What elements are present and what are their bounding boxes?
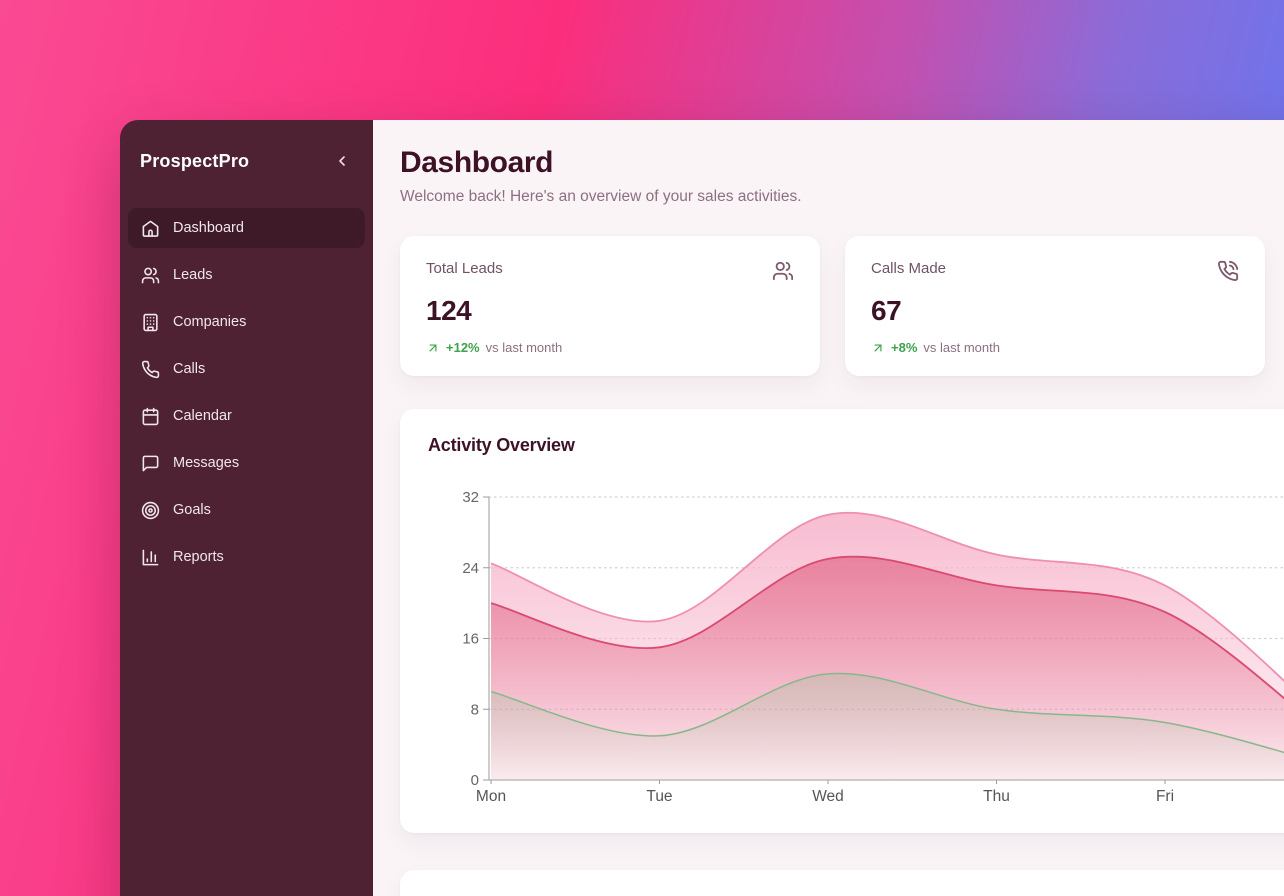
svg-text:32: 32 [462, 489, 479, 506]
sidebar-item-label: Goals [173, 502, 211, 518]
stat-change: +12% vs last month [426, 340, 794, 355]
sidebar: ProspectPro Dashboard Leads Companies Calls… [120, 120, 373, 896]
partial-card [400, 870, 1284, 896]
sidebar-item-label: Calls [173, 361, 206, 377]
page-title: Dashboard [400, 146, 554, 179]
phone-call-icon [1218, 260, 1239, 282]
calendar-icon-wrap [141, 407, 160, 426]
phone-icon-wrap [141, 360, 160, 379]
sidebar-nav: Dashboard Leads Companies Calls Calendar Mess… [120, 208, 373, 577]
stat-value: 67 [871, 295, 902, 326]
arrow-up-right-icon [429, 344, 437, 351]
message-square-icon-wrap [141, 454, 160, 473]
sidebar-item-label: Leads [173, 267, 213, 283]
svg-text:8: 8 [471, 701, 479, 718]
svg-text:Tue: Tue [646, 788, 672, 802]
sidebar-item-label: Companies [173, 314, 247, 330]
activity-overview-card: Activity Overview 0 8 16 24 32 Mon Tue Wed Thu Fr… [400, 409, 1284, 833]
phone-icon [141, 360, 160, 378]
stat-change-percent: +12% [446, 340, 480, 355]
trend-up-wrap [426, 341, 440, 355]
bar-chart-icon-wrap [141, 548, 160, 567]
sidebar-collapse-button[interactable] [331, 150, 353, 172]
line-band-light-pink [490, 511, 1284, 682]
stat-change-suffix: vs last month [485, 340, 563, 355]
sidebar-item-dashboard[interactable]: Dashboard [128, 208, 365, 248]
svg-text:0: 0 [471, 772, 479, 789]
stat-label: Total Leads [426, 260, 503, 277]
users-icon-wrap [772, 260, 794, 287]
sidebar-item-label: Messages [173, 455, 240, 471]
sidebar-header: ProspectPro [120, 120, 373, 172]
users-icon [141, 267, 160, 283]
home-icon [142, 220, 159, 237]
message-square-icon [142, 455, 159, 471]
home-icon-wrap [141, 219, 160, 238]
svg-text:24: 24 [462, 560, 479, 577]
page-subtitle: Welcome back! Here's an overview of your… [400, 188, 802, 205]
sidebar-item-reports[interactable]: Reports [128, 537, 365, 577]
sidebar-item-calls[interactable]: Calls [128, 349, 365, 389]
phone-call-icon-wrap [1217, 260, 1239, 287]
target-icon [141, 501, 160, 519]
sidebar-item-label: Dashboard [173, 220, 244, 236]
stat-label: Calls Made [871, 260, 947, 277]
svg-text:Fri: Fri [1156, 788, 1174, 802]
sidebar-item-label: Calendar [173, 408, 232, 424]
svg-text:16: 16 [462, 631, 479, 648]
stat-change: +8% vs last month [871, 340, 1239, 355]
chart-title: Activity Overview [428, 435, 575, 455]
brand-logo: ProspectPro [140, 150, 250, 171]
main-content: Dashboard Welcome back! Here's an overvi… [373, 120, 1284, 896]
stat-card-total-leads: Total Leads 124 +12% vs last month [400, 236, 820, 376]
stats-row: Total Leads 124 +12% vs last month Calls Mad… [400, 236, 1284, 376]
sidebar-item-companies[interactable]: Companies [128, 302, 365, 342]
stat-change-percent: +8% [891, 340, 918, 355]
svg-text:Mon: Mon [476, 788, 506, 802]
app-window: ProspectPro Dashboard Leads Companies Calls… [120, 120, 1284, 896]
svg-text:Wed: Wed [812, 788, 844, 802]
stat-value: 124 [426, 295, 472, 326]
users-icon [772, 261, 794, 281]
target-icon-wrap [141, 501, 160, 520]
sidebar-item-label: Reports [173, 549, 224, 565]
area-band-green [491, 673, 1284, 780]
arrow-up-right-icon [874, 344, 882, 351]
building-icon-wrap [141, 313, 160, 332]
bar-chart-icon [142, 549, 159, 565]
sidebar-item-messages[interactable]: Messages [128, 443, 365, 483]
activity-chart[interactable]: 08162432MonTueWedThuFriSat [428, 480, 1284, 802]
stat-change-suffix: vs last month [923, 340, 1000, 355]
trend-up-wrap [871, 341, 885, 355]
users-icon-wrap [141, 266, 160, 285]
building-icon [143, 313, 158, 331]
svg-text:Thu: Thu [983, 788, 1010, 802]
sidebar-item-calendar[interactable]: Calendar [128, 396, 365, 436]
calendar-icon [142, 407, 159, 425]
line-band-green [490, 672, 1284, 754]
sidebar-item-leads[interactable]: Leads [128, 255, 365, 295]
chevron-left-icon [339, 156, 345, 166]
stat-card-calls-made: Calls Made 67 +8% vs last month [845, 236, 1265, 376]
line-band-rose [490, 555, 1284, 700]
sidebar-item-goals[interactable]: Goals [128, 490, 365, 530]
